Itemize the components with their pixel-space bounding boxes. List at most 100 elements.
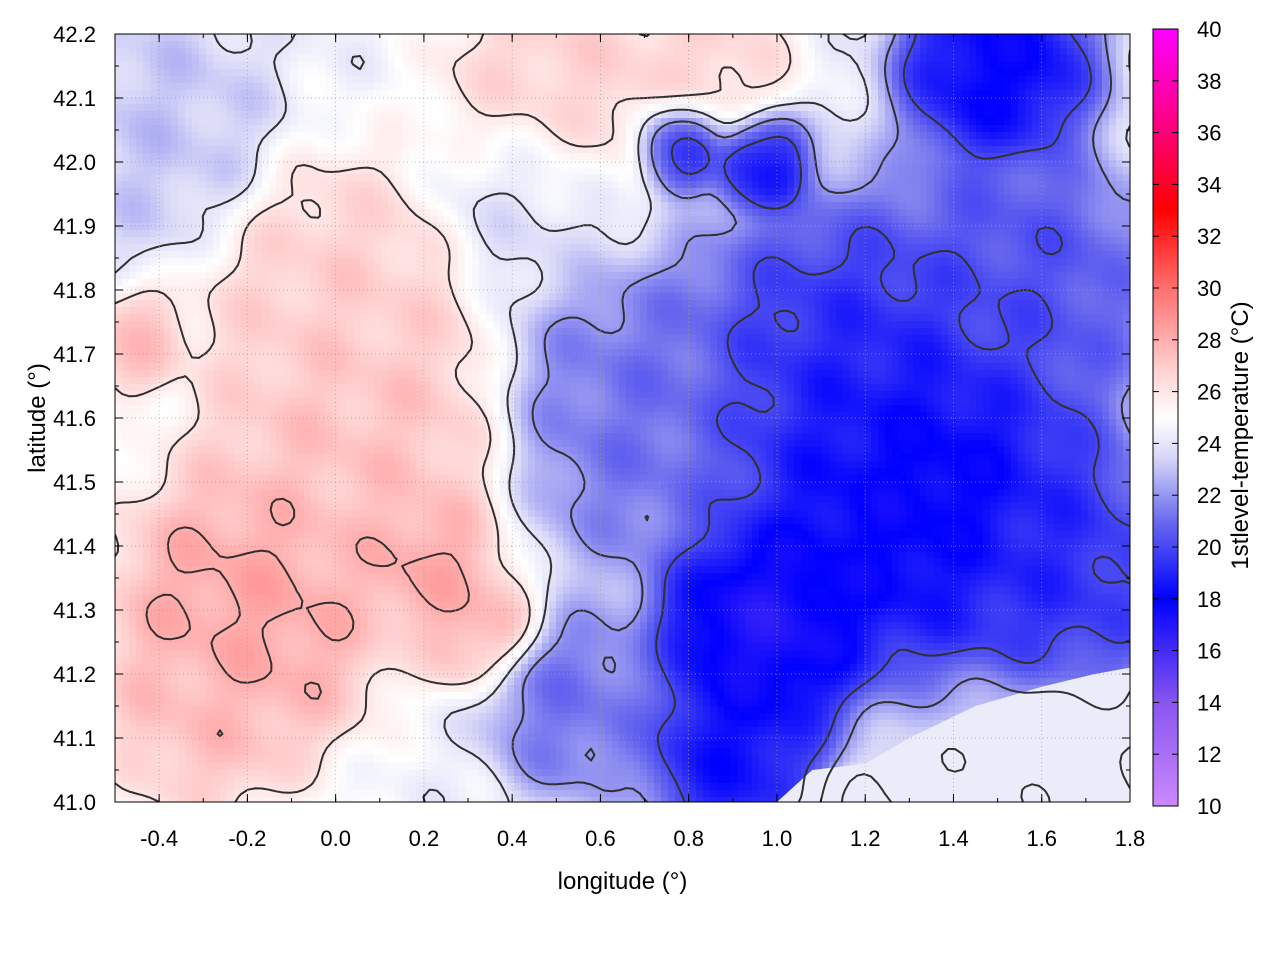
heat-cell: [521, 97, 529, 105]
heat-cell: [906, 258, 914, 266]
heat-cell: [584, 174, 592, 182]
heat-cell: [563, 216, 571, 224]
heat-cell: [1088, 237, 1096, 245]
heat-cell: [1046, 34, 1054, 42]
heat-cell: [738, 90, 746, 98]
heat-cell: [815, 146, 823, 154]
heat-cell: [759, 174, 767, 182]
heat-cell: [962, 104, 970, 112]
heat-cell: [367, 111, 375, 119]
heat-cell: [731, 244, 739, 252]
heat-cell: [374, 62, 382, 70]
heat-cell: [437, 223, 445, 231]
heat-cell: [640, 174, 648, 182]
heat-cell: [619, 41, 627, 49]
heat-cell: [906, 195, 914, 203]
heat-cell: [1088, 83, 1096, 91]
heat-cell: [1123, 265, 1130, 273]
heat-cell: [143, 272, 151, 280]
heat-cell: [1039, 153, 1047, 161]
heat-cell: [409, 48, 417, 56]
heat-cell: [654, 237, 662, 245]
heat-cell: [983, 111, 991, 119]
heat-cell: [325, 230, 333, 238]
heat-cell: [696, 251, 704, 259]
heat-cell: [598, 132, 606, 140]
heat-cell: [374, 69, 382, 77]
heat-cell: [199, 76, 207, 84]
heat-cell: [724, 230, 732, 238]
heat-cell: [1046, 97, 1054, 105]
heat-cell: [731, 202, 739, 210]
heat-cell: [1046, 244, 1054, 252]
heat-cell: [1053, 62, 1061, 70]
heat-cell: [542, 55, 550, 63]
heat-cell: [1088, 244, 1096, 252]
heat-cell: [192, 160, 200, 168]
heat-cell: [570, 48, 578, 56]
heat-cell: [605, 216, 613, 224]
heat-cell: [913, 237, 921, 245]
heat-cell: [136, 90, 144, 98]
heat-cell: [150, 237, 158, 245]
heat-cell: [1011, 167, 1019, 175]
heat-cell: [815, 125, 823, 133]
heat-cell: [997, 209, 1005, 217]
heat-cell: [1067, 181, 1075, 189]
heat-cell: [668, 34, 676, 42]
heat-cell: [913, 160, 921, 168]
heat-cell: [276, 216, 284, 224]
heat-cell: [878, 62, 886, 70]
heat-cell: [367, 34, 375, 42]
heat-cell: [773, 216, 781, 224]
heat-cell: [395, 258, 403, 266]
heat-cell: [787, 48, 795, 56]
heat-cell: [115, 174, 123, 182]
heat-cell: [269, 181, 277, 189]
heat-cell: [570, 104, 578, 112]
heat-cell: [836, 160, 844, 168]
heat-cell: [738, 34, 746, 42]
heat-cell: [122, 188, 130, 196]
heat-cell: [696, 230, 704, 238]
heat-cell: [479, 139, 487, 147]
heat-cell: [1116, 209, 1124, 217]
heat-cell: [682, 104, 690, 112]
heat-cell: [283, 258, 291, 266]
heat-cell: [535, 55, 543, 63]
heat-cell: [122, 237, 130, 245]
heat-cell: [542, 125, 550, 133]
heat-cell: [857, 223, 865, 231]
heat-cell: [325, 195, 333, 203]
heat-cell: [941, 223, 949, 231]
heat-cell: [584, 90, 592, 98]
heat-cell: [248, 272, 256, 280]
heat-cell: [318, 181, 326, 189]
heat-cell: [150, 104, 158, 112]
heat-cell: [192, 34, 200, 42]
heat-cell: [787, 237, 795, 245]
heat-cell: [1123, 160, 1130, 168]
heat-cell: [360, 237, 368, 245]
heat-cell: [962, 181, 970, 189]
heat-cell: [248, 181, 256, 189]
heat-cell: [1060, 167, 1068, 175]
heat-cell: [220, 76, 228, 84]
heat-cell: [1116, 216, 1124, 224]
heat-cell: [857, 48, 865, 56]
heat-cell: [1123, 209, 1130, 217]
heat-cell: [787, 251, 795, 259]
heat-cell: [1004, 97, 1012, 105]
heat-cell: [409, 258, 417, 266]
heat-cell: [213, 104, 221, 112]
heat-cell: [1081, 118, 1089, 126]
heat-cell: [850, 83, 858, 91]
heat-cell: [388, 174, 396, 182]
heat-cell: [1123, 195, 1130, 203]
heat-cell: [612, 83, 620, 91]
heat-cell: [773, 62, 781, 70]
heat-cell: [416, 244, 424, 252]
heat-cell: [227, 97, 235, 105]
heat-cell: [297, 195, 305, 203]
heat-cell: [689, 202, 697, 210]
